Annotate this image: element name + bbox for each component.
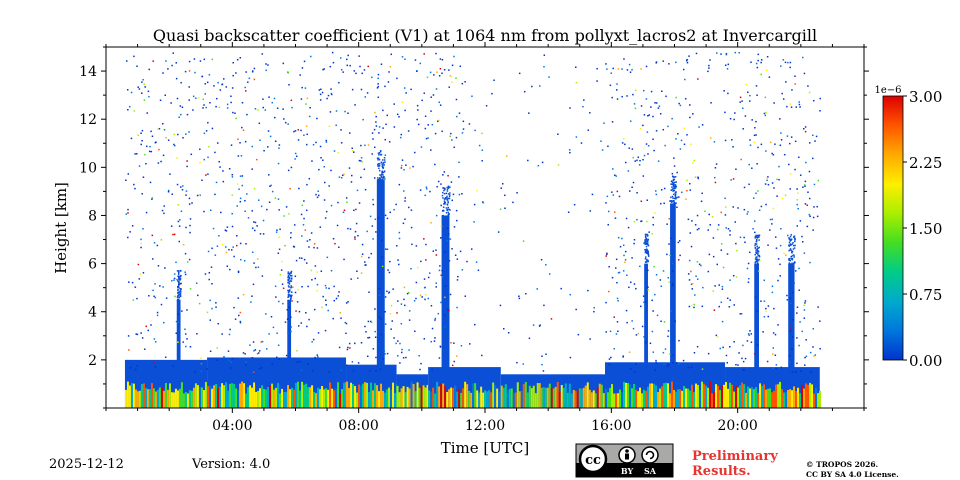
x-tick-label: 20:00 (717, 418, 757, 434)
x-tick-label: 16:00 (591, 418, 631, 434)
y-tick-label: 10 (79, 160, 97, 176)
y-tick-label: 4 (88, 305, 97, 321)
boundary-layer-segment (605, 362, 728, 408)
y-tick-label: 14 (79, 64, 97, 80)
boundary-layer-segment (346, 364, 399, 408)
cloud-column (287, 270, 293, 372)
colorbar-tick-label: 0.75 (909, 286, 942, 304)
colorbar-scale-label: 1e−6 (874, 85, 901, 96)
share-alike-icon (641, 446, 659, 464)
boundary-layer-segment (207, 357, 348, 408)
boundary-layer-segment (725, 367, 822, 408)
cc-icon (578, 444, 608, 474)
preliminary-notice: Preliminary Results. (692, 449, 778, 479)
y-tick-label: 12 (79, 112, 97, 128)
sa-text: SA (644, 466, 657, 476)
boundary-layer-segment (428, 367, 503, 408)
colorbar-tick-label: 1.50 (909, 220, 942, 238)
cloud-column (376, 150, 386, 372)
date-label: 2025-12-12 (49, 457, 124, 472)
y-tick-label: 8 (88, 208, 97, 224)
signal-noise (125, 51, 821, 373)
cloud-column (754, 234, 761, 372)
colorbar-gradient (882, 95, 904, 361)
x-tick-label: 12:00 (465, 418, 505, 434)
x-tick-label: 04:00 (212, 418, 252, 434)
x-tick-label: 08:00 (338, 418, 378, 434)
y-axis-ticks: 2 4 6 8 10 12 14 (79, 46, 869, 409)
cc-text: cc (585, 453, 601, 468)
cloud-column (670, 175, 678, 372)
version-label: Version: 4.0 (192, 457, 271, 472)
boundary-layer-segment (500, 374, 607, 408)
preliminary-line-2: Results. (692, 464, 751, 479)
copyright-line-1: © TROPOS 2026. (806, 460, 879, 469)
plot-area (105, 46, 865, 409)
boundary-layer-segment (396, 374, 429, 408)
chart-title: Quasi backscatter coefficient (V1) at 10… (153, 26, 817, 45)
y-tick-label: 2 (88, 353, 97, 369)
cloud-column (441, 185, 451, 372)
x-axis-label: Time [UTC] (441, 439, 530, 457)
cloud-column (644, 233, 650, 372)
heatmap (124, 51, 822, 408)
cloud-column (788, 234, 796, 372)
by-text: BY (621, 466, 634, 476)
copyright-notice: © TROPOS 2026. CC BY SA 4.0 License. (806, 460, 899, 480)
x-axis-ticks: 04:00 08:00 12:00 16:00 20:00 (105, 42, 865, 434)
colorbar-tick-label: 0.00 (909, 352, 942, 370)
colorbar: 1e−6 0.00 0.75 1.50 2.25 3.00 (874, 85, 942, 370)
y-axis-label: Height [km] (52, 182, 70, 274)
copyright-line-2: CC BY SA 4.0 License. (806, 470, 899, 479)
colorbar-tick-label: 3.00 (909, 88, 942, 106)
cc-license-badge: cc BY SA (575, 443, 674, 478)
boundary-layer-segment (124, 359, 209, 408)
y-tick-label: 6 (88, 257, 97, 273)
preliminary-line-1: Preliminary (692, 449, 778, 464)
colorbar-tick-label: 2.25 (909, 154, 942, 172)
